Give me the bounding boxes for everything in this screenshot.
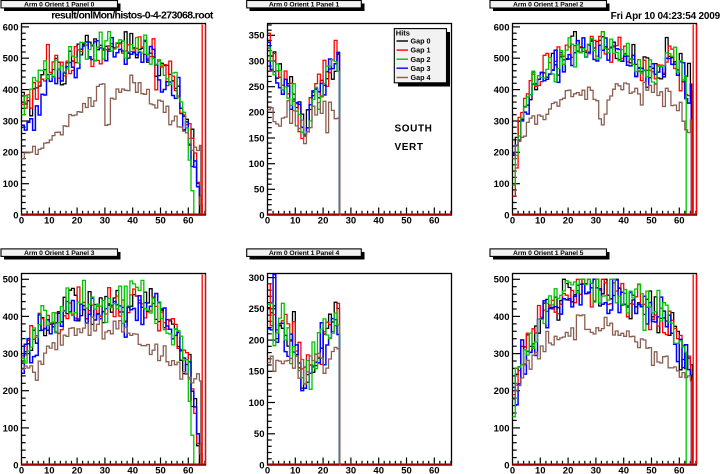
svg-text:50: 50 xyxy=(646,466,657,474)
svg-text:20: 20 xyxy=(72,466,83,474)
svg-text:20: 20 xyxy=(563,216,574,227)
svg-text:0: 0 xyxy=(259,210,264,221)
svg-text:20: 20 xyxy=(318,216,329,227)
svg-text:Arm 0 Orient 1 Panel 5: Arm 0 Orient 1 Panel 5 xyxy=(513,250,584,257)
svg-text:100: 100 xyxy=(494,179,510,190)
svg-text:200: 200 xyxy=(3,148,19,159)
svg-text:Arm 0 Orient 1 Panel 2: Arm 0 Orient 1 Panel 2 xyxy=(513,2,584,9)
svg-text:250: 250 xyxy=(249,82,265,93)
svg-text:60: 60 xyxy=(183,216,194,227)
svg-text:200: 200 xyxy=(249,108,265,119)
svg-text:300: 300 xyxy=(494,116,510,127)
svg-text:VERT: VERT xyxy=(395,142,424,153)
svg-text:300: 300 xyxy=(3,349,19,360)
svg-text:0: 0 xyxy=(19,216,24,227)
svg-text:100: 100 xyxy=(3,423,19,434)
svg-text:350: 350 xyxy=(249,31,265,42)
svg-text:Gap 4: Gap 4 xyxy=(411,73,431,82)
svg-text:400: 400 xyxy=(3,312,19,323)
svg-text:20: 20 xyxy=(318,466,329,474)
svg-text:150: 150 xyxy=(249,367,265,378)
svg-text:60: 60 xyxy=(183,466,194,474)
svg-text:500: 500 xyxy=(494,275,510,286)
svg-text:30: 30 xyxy=(100,216,111,227)
svg-text:300: 300 xyxy=(3,116,19,127)
svg-text:0: 0 xyxy=(13,210,18,221)
svg-text:250: 250 xyxy=(249,304,265,315)
svg-text:500: 500 xyxy=(3,54,19,65)
svg-text:40: 40 xyxy=(618,466,629,474)
svg-text:500: 500 xyxy=(494,54,510,65)
svg-text:result/onlMon/histos-0-4-27306: result/onlMon/histos-0-4-273068.root xyxy=(51,10,214,22)
svg-text:300: 300 xyxy=(249,273,265,284)
svg-text:300: 300 xyxy=(249,56,265,67)
svg-text:Hits: Hits xyxy=(396,29,410,38)
svg-text:Gap 1: Gap 1 xyxy=(411,46,431,55)
svg-text:100: 100 xyxy=(494,423,510,434)
svg-text:400: 400 xyxy=(494,85,510,96)
svg-text:30: 30 xyxy=(591,466,602,474)
svg-text:40: 40 xyxy=(618,216,629,227)
svg-text:0: 0 xyxy=(510,466,515,474)
svg-text:Arm 0 Orient 1 Panel 4: Arm 0 Orient 1 Panel 4 xyxy=(269,250,340,257)
svg-text:200: 200 xyxy=(494,148,510,159)
svg-text:10: 10 xyxy=(535,466,546,474)
svg-text:50: 50 xyxy=(254,429,265,440)
svg-text:200: 200 xyxy=(3,386,19,397)
svg-text:60: 60 xyxy=(429,216,440,227)
svg-text:30: 30 xyxy=(100,466,111,474)
svg-text:600: 600 xyxy=(3,22,19,33)
svg-text:30: 30 xyxy=(346,216,357,227)
svg-text:400: 400 xyxy=(3,85,19,96)
svg-text:50: 50 xyxy=(401,216,412,227)
svg-text:Gap 0: Gap 0 xyxy=(411,37,431,46)
svg-text:10: 10 xyxy=(535,216,546,227)
svg-text:100: 100 xyxy=(3,179,19,190)
svg-text:0: 0 xyxy=(265,466,270,474)
svg-text:300: 300 xyxy=(494,349,510,360)
svg-text:50: 50 xyxy=(401,466,412,474)
svg-text:40: 40 xyxy=(127,216,138,227)
svg-text:50: 50 xyxy=(646,216,657,227)
svg-text:100: 100 xyxy=(249,159,265,170)
svg-text:0: 0 xyxy=(259,460,264,471)
svg-text:30: 30 xyxy=(346,466,357,474)
svg-text:Fri Apr 10 04:23:54 2009: Fri Apr 10 04:23:54 2009 xyxy=(611,11,721,22)
svg-text:0: 0 xyxy=(504,460,509,471)
svg-text:60: 60 xyxy=(674,466,685,474)
svg-text:60: 60 xyxy=(674,216,685,227)
svg-text:SOUTH: SOUTH xyxy=(395,124,433,135)
svg-text:150: 150 xyxy=(249,133,265,144)
svg-text:50: 50 xyxy=(155,216,166,227)
svg-text:50: 50 xyxy=(155,466,166,474)
svg-text:500: 500 xyxy=(3,275,19,286)
svg-text:0: 0 xyxy=(265,216,270,227)
svg-text:40: 40 xyxy=(127,466,138,474)
svg-text:60: 60 xyxy=(429,466,440,474)
svg-text:10: 10 xyxy=(290,216,301,227)
svg-text:10: 10 xyxy=(44,466,55,474)
svg-text:200: 200 xyxy=(494,386,510,397)
svg-text:30: 30 xyxy=(591,216,602,227)
svg-text:Gap 3: Gap 3 xyxy=(411,64,431,73)
svg-text:200: 200 xyxy=(249,336,265,347)
svg-text:40: 40 xyxy=(373,466,384,474)
svg-text:10: 10 xyxy=(290,466,301,474)
svg-text:Arm 0 Orient 1 Panel 1: Arm 0 Orient 1 Panel 1 xyxy=(269,2,340,9)
svg-text:0: 0 xyxy=(13,460,18,471)
svg-text:20: 20 xyxy=(563,466,574,474)
svg-text:40: 40 xyxy=(373,216,384,227)
svg-text:0: 0 xyxy=(19,466,24,474)
svg-text:400: 400 xyxy=(494,312,510,323)
svg-text:100: 100 xyxy=(249,398,265,409)
svg-text:Arm 0 Orient 1 Panel 0: Arm 0 Orient 1 Panel 0 xyxy=(24,2,95,9)
svg-text:10: 10 xyxy=(44,216,55,227)
svg-text:0: 0 xyxy=(504,210,509,221)
svg-text:Gap 2: Gap 2 xyxy=(411,55,431,64)
svg-text:20: 20 xyxy=(72,216,83,227)
svg-text:50: 50 xyxy=(254,185,265,196)
svg-text:Arm 0 Orient 1 Panel 3: Arm 0 Orient 1 Panel 3 xyxy=(24,250,95,257)
svg-text:600: 600 xyxy=(494,22,510,33)
svg-text:0: 0 xyxy=(510,216,515,227)
